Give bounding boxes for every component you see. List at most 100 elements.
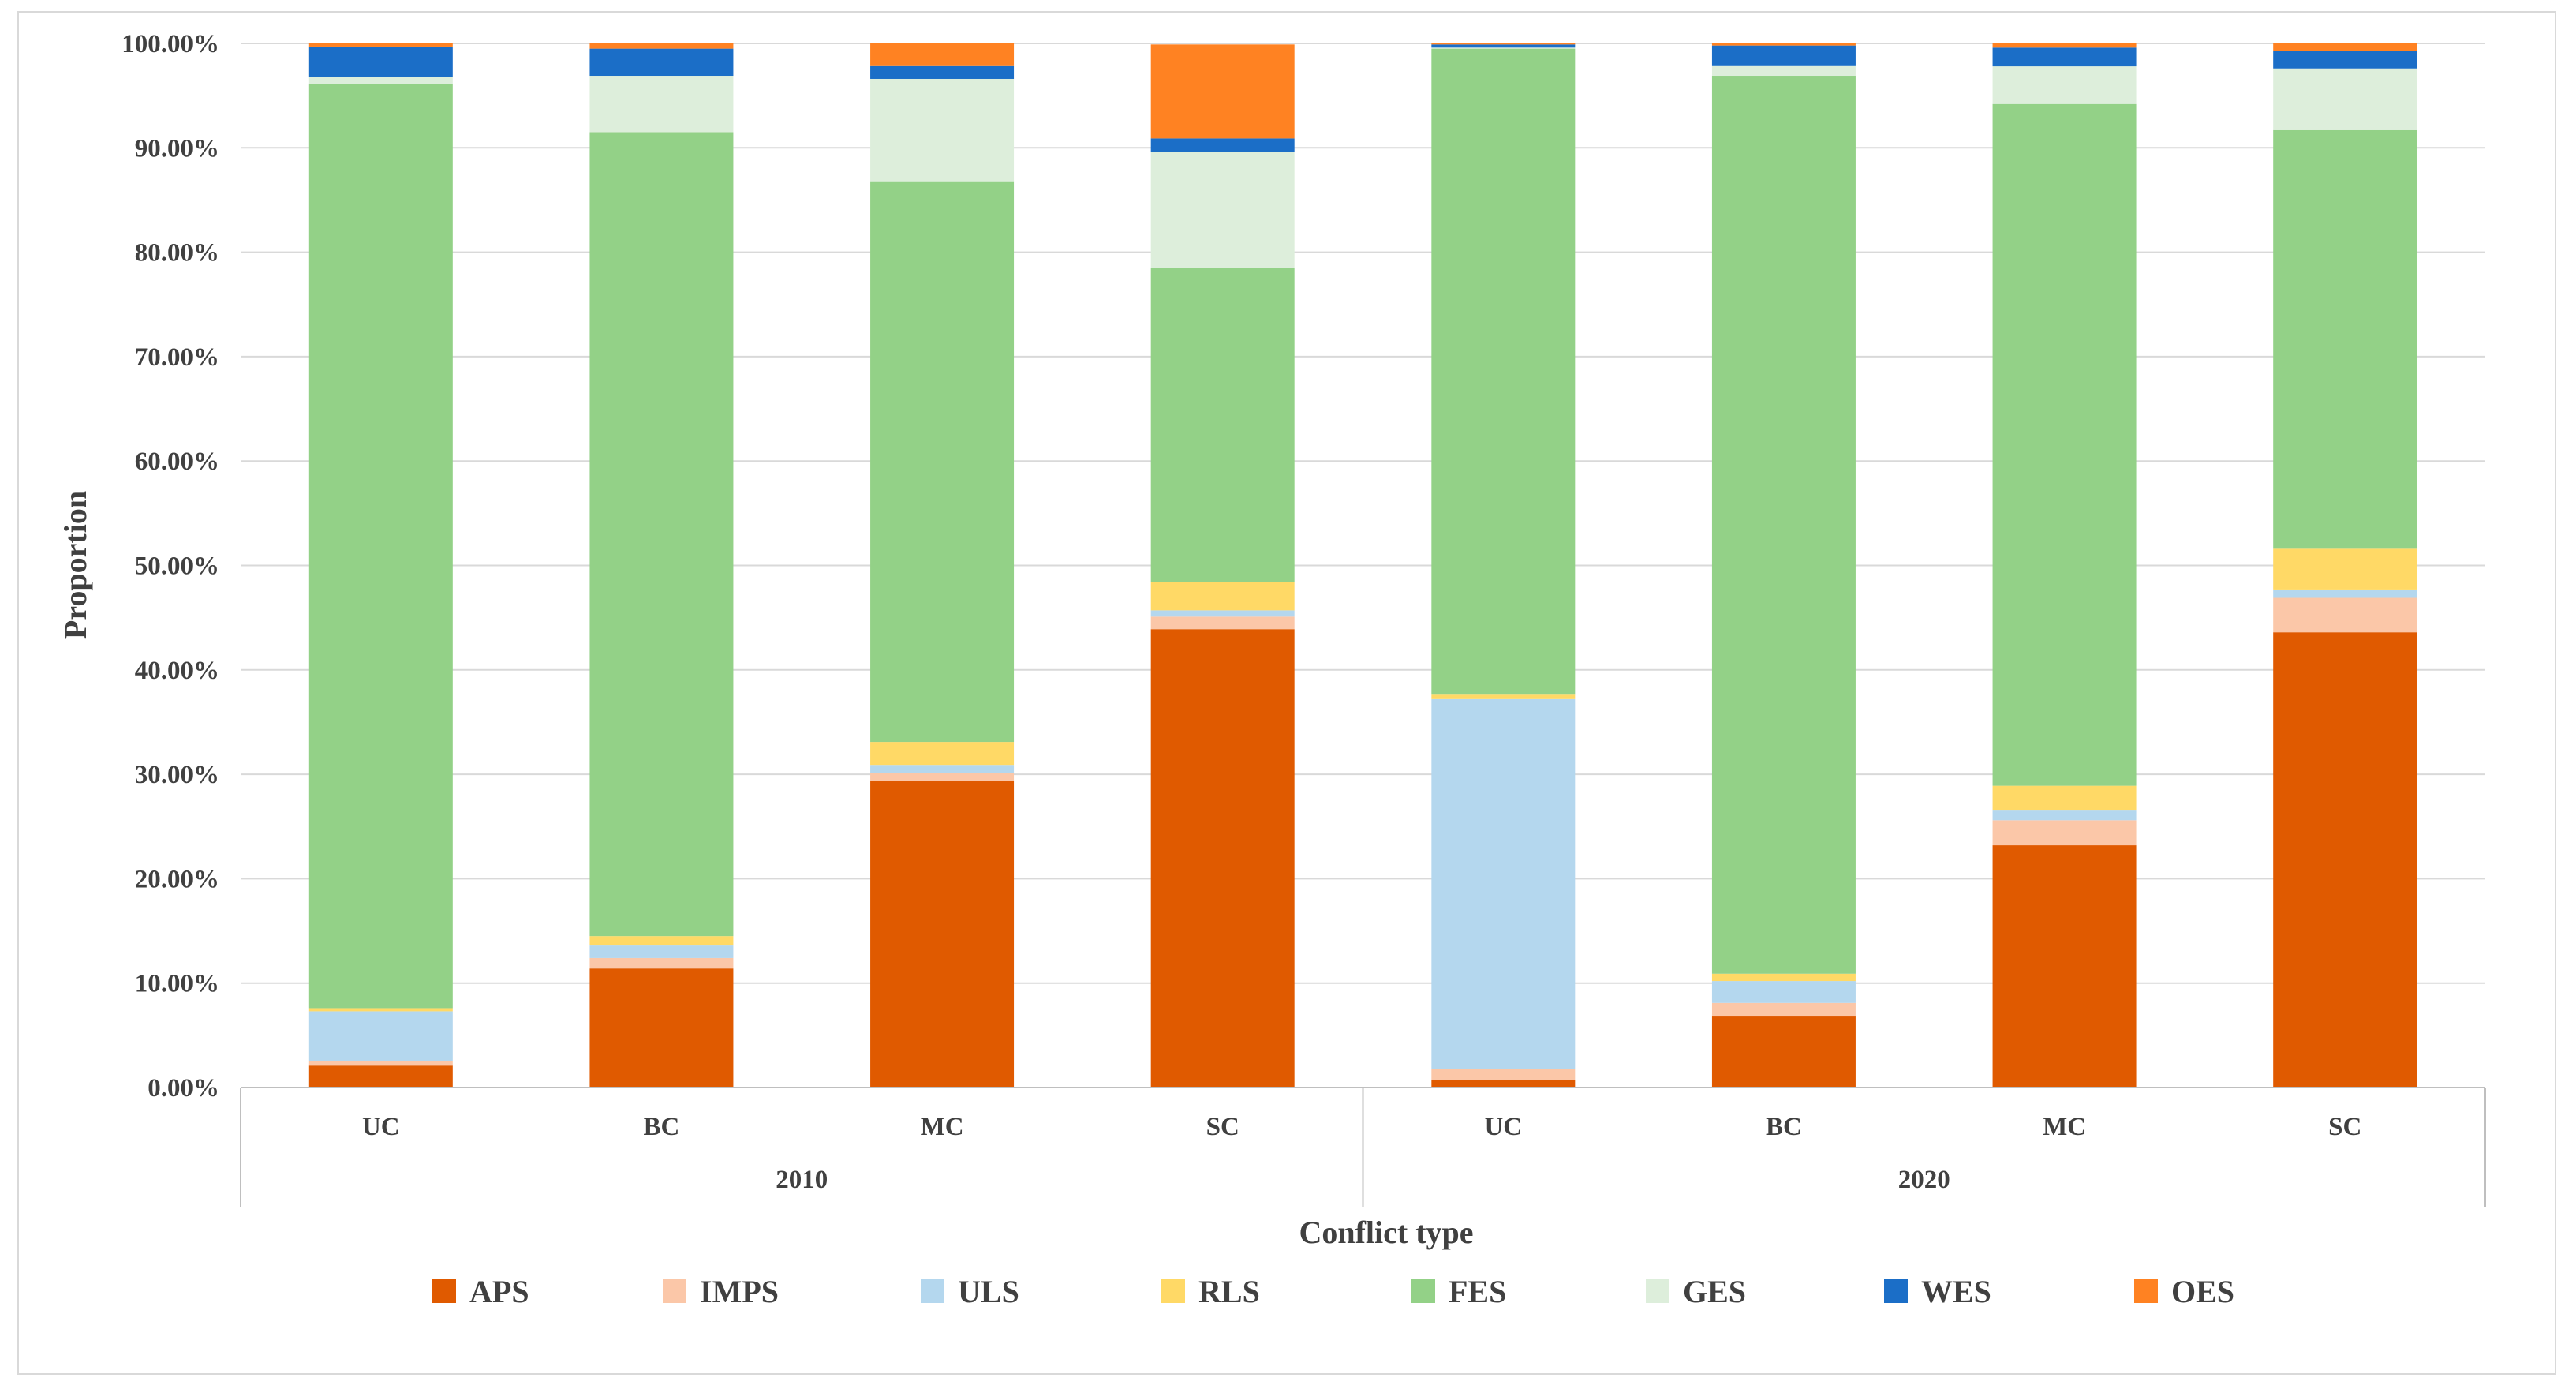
legend-swatch bbox=[1646, 1279, 1669, 1303]
bar-segment-fes bbox=[1711, 76, 1856, 974]
bar-segment-aps bbox=[589, 968, 734, 1088]
bar-segment-wes bbox=[589, 48, 734, 77]
bar-segment-uls bbox=[308, 1011, 453, 1061]
bar-segment-fes bbox=[870, 181, 1015, 743]
group-label: 2010 bbox=[776, 1166, 828, 1194]
x-tick-label: SC bbox=[2328, 1113, 2361, 1141]
legend-label: WES bbox=[1921, 1274, 1991, 1309]
bar-segment-oes bbox=[870, 43, 1015, 66]
legend-label: ULS bbox=[958, 1274, 1019, 1309]
bar-segment-fes bbox=[308, 84, 453, 1009]
x-tick-label: SC bbox=[1206, 1113, 1239, 1141]
y-tick-label: 90.00% bbox=[135, 134, 219, 163]
bar-segment-oes bbox=[1992, 43, 2137, 48]
y-tick-label: 60.00% bbox=[135, 447, 219, 476]
bar-segment-imps bbox=[308, 1061, 453, 1066]
bar-segment-uls bbox=[870, 765, 1015, 773]
bar-segment-rls bbox=[1992, 785, 2137, 811]
x-tick-label: BC bbox=[644, 1113, 680, 1141]
bar-segment-wes bbox=[1992, 47, 2137, 67]
legend-label: RLS bbox=[1198, 1274, 1260, 1309]
y-tick-labels: 0.00% 10.00% 20.00% 30.00% 40.00% 50.00% 60.00… bbox=[122, 30, 219, 1103]
legend-item-oes: OES bbox=[2134, 1274, 2234, 1309]
bar-segment-uls bbox=[2273, 589, 2417, 598]
legend-swatch bbox=[1884, 1279, 1908, 1303]
bar-segment-imps bbox=[2273, 597, 2417, 633]
bar-segment-ges bbox=[1150, 152, 1295, 268]
x-tick-label: BC bbox=[1766, 1113, 1802, 1141]
bar-segment-imps bbox=[1992, 820, 2137, 846]
bar-segment-wes bbox=[2273, 51, 2417, 69]
y-axis-title: Proportion bbox=[58, 491, 93, 639]
legend-swatch bbox=[1411, 1279, 1435, 1303]
y-tick-label: 0.00% bbox=[148, 1074, 219, 1103]
bar-segment-wes bbox=[1711, 45, 1856, 66]
y-tick-label: 20.00% bbox=[135, 865, 219, 893]
bar-segment-aps bbox=[308, 1065, 453, 1088]
bar-segment-ges bbox=[308, 77, 453, 84]
bar-segment-imps bbox=[870, 773, 1015, 781]
legend-swatch bbox=[2134, 1279, 2158, 1303]
legend-item-uls: ULS bbox=[921, 1274, 1019, 1309]
legend-label: FES bbox=[1449, 1274, 1506, 1309]
bar-segment-ges bbox=[1711, 65, 1856, 77]
bar-segment-aps bbox=[2273, 632, 2417, 1088]
y-tick-label: 100.00% bbox=[122, 30, 219, 58]
x-axis-title: Conflict type bbox=[1299, 1215, 1473, 1250]
x-tick-label: MC bbox=[2043, 1113, 2086, 1141]
legend: APS IMPS ULS RLS FES GES WES OES bbox=[432, 1274, 2234, 1309]
legend-item-aps: APS bbox=[432, 1274, 529, 1309]
legend-label: APS bbox=[469, 1274, 529, 1309]
bar-segment-fes bbox=[1150, 268, 1295, 582]
bar-segment-oes bbox=[308, 43, 453, 47]
bar-segment-ges bbox=[1431, 47, 1576, 49]
bar-segment-imps bbox=[1431, 1069, 1576, 1080]
bar-segment-imps bbox=[589, 957, 734, 969]
bar-segment-aps bbox=[1992, 845, 2137, 1088]
bar-segment-uls bbox=[1711, 981, 1856, 1003]
y-tick-label: 10.00% bbox=[135, 970, 219, 998]
bar-segment-oes bbox=[1711, 43, 1856, 46]
legend-label: OES bbox=[2171, 1274, 2234, 1309]
y-tick-label: 40.00% bbox=[135, 657, 219, 685]
x-tick-label: UC bbox=[362, 1113, 400, 1141]
legend-item-imps: IMPS bbox=[663, 1274, 779, 1309]
y-tick-label: 80.00% bbox=[135, 239, 219, 268]
bar-segment-aps bbox=[1711, 1016, 1856, 1088]
bar-segment-wes bbox=[1431, 44, 1576, 48]
y-tick-label: 70.00% bbox=[135, 343, 219, 372]
bar-segment-fes bbox=[1431, 48, 1576, 694]
bar-segment-oes bbox=[2273, 43, 2417, 51]
bar-segment-fes bbox=[1992, 103, 2137, 786]
bar-segment-rls bbox=[2273, 548, 2417, 590]
bar-segment-uls bbox=[1992, 810, 2137, 821]
legend-item-rls: RLS bbox=[1161, 1274, 1260, 1309]
x-tick-labels: UC BC MC SC UC BC MC SC bbox=[362, 1113, 2361, 1141]
bar-segment-rls bbox=[1711, 973, 1856, 982]
bar-segment-imps bbox=[1711, 1002, 1856, 1017]
axes bbox=[240, 1087, 2486, 1207]
bar-segment-rls bbox=[870, 742, 1015, 766]
legend-swatch bbox=[663, 1279, 686, 1303]
legend-item-fes: FES bbox=[1411, 1274, 1506, 1309]
bar-segment-rls bbox=[589, 936, 734, 946]
group-label: 2020 bbox=[1898, 1166, 1950, 1194]
bars bbox=[308, 43, 2417, 1088]
bar-segment-imps bbox=[1150, 616, 1295, 630]
legend-item-ges: GES bbox=[1646, 1274, 1746, 1309]
legend-swatch bbox=[1161, 1279, 1185, 1303]
bar-segment-rls bbox=[308, 1008, 453, 1012]
bar-segment-uls bbox=[589, 945, 734, 958]
bar-segment-uls bbox=[1150, 610, 1295, 617]
y-tick-label: 50.00% bbox=[135, 552, 219, 581]
bar-segment-ges bbox=[870, 78, 1015, 182]
bar-segment-rls bbox=[1150, 582, 1295, 611]
x-tick-label: MC bbox=[921, 1113, 964, 1141]
bar-segment-fes bbox=[2273, 129, 2417, 549]
bar-segment-oes bbox=[1431, 43, 1576, 45]
gridlines bbox=[241, 43, 2485, 984]
bar-segment-fes bbox=[589, 132, 734, 937]
legend-swatch bbox=[921, 1279, 944, 1303]
bar-segment-wes bbox=[308, 46, 453, 77]
